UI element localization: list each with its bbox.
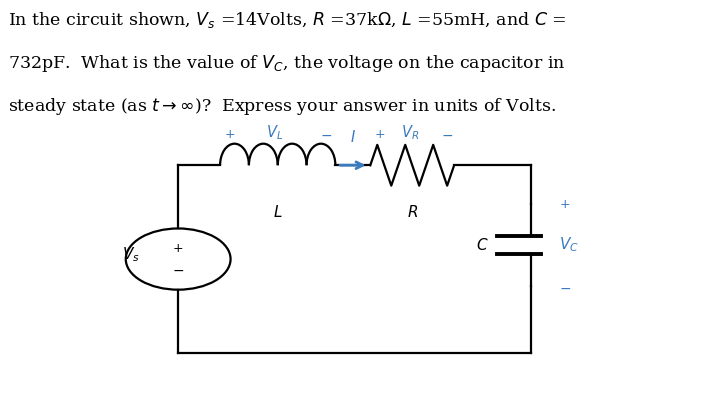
- Text: In the circuit shown, $V_s$ =14Volts, $R$ =37k$\Omega$, $L$ =55mH, and $C$ =: In the circuit shown, $V_s$ =14Volts, $R…: [9, 10, 567, 30]
- Text: $L$: $L$: [273, 204, 283, 220]
- Text: steady state (as $t \rightarrow \infty$)?  Express your answer in units of Volts: steady state (as $t \rightarrow \infty$)…: [9, 96, 557, 117]
- Text: $C$: $C$: [476, 237, 489, 253]
- Text: $I$: $I$: [350, 129, 356, 145]
- Text: $V_L$: $V_L$: [266, 123, 283, 142]
- Text: $-$: $-$: [441, 128, 453, 142]
- Text: $R$: $R$: [407, 204, 418, 220]
- Text: 732pF.  What is the value of $V_C$, the voltage on the capacitor in: 732pF. What is the value of $V_C$, the v…: [9, 53, 566, 74]
- Text: $+$: $+$: [374, 128, 385, 141]
- Text: +: +: [173, 242, 184, 255]
- Text: $+$: $+$: [224, 128, 235, 141]
- Text: $V_s$: $V_s$: [122, 246, 140, 264]
- Text: $V_R$: $V_R$: [401, 123, 419, 142]
- Text: $-$: $-$: [320, 128, 332, 142]
- Text: $V_C$: $V_C$: [558, 235, 578, 254]
- Text: −: −: [172, 264, 184, 278]
- Text: $-$: $-$: [558, 281, 571, 295]
- Text: $+$: $+$: [558, 197, 570, 211]
